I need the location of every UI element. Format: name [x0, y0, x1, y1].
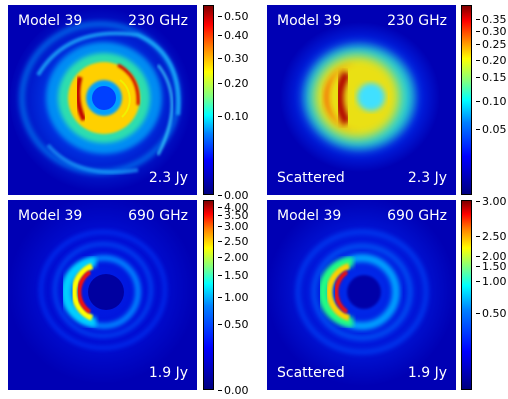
flux-label: 2.3 Jy — [407, 170, 447, 186]
colorbar-tick: 0.30 — [218, 52, 249, 65]
colorbar-tick: 2.00 — [218, 251, 249, 264]
colorbar-tick: 0.25 — [476, 38, 507, 51]
colorbar-tick: 0.05 — [476, 123, 507, 136]
colorbar-tick: 4.00 — [218, 201, 249, 214]
colorbar — [461, 200, 472, 390]
colorbar-tick: 2.50 — [476, 230, 507, 243]
frequency-label: 690 GHz — [387, 208, 447, 224]
model-label: Model 39 — [277, 208, 342, 224]
frequency-label: 690 GHz — [128, 208, 188, 224]
image-panel-230ghz: Model 39 230 GHz 2.3 Jy — [8, 5, 197, 195]
colorbar-tick: 2.50 — [218, 235, 249, 248]
colorbar-tick: 3.50 — [218, 209, 249, 222]
flux-label: 1.9 Jy — [407, 365, 447, 381]
colorbar-tick: 2.00 — [476, 250, 507, 263]
frequency-label: 230 GHz — [387, 13, 447, 29]
colorbar-tick: 1.50 — [476, 260, 507, 273]
colorbar — [461, 5, 472, 195]
image-panel-690ghz: Model 39 690 GHz 1.9 Jy — [8, 200, 197, 390]
black-hole-image — [10, 8, 194, 192]
colorbar — [203, 5, 214, 195]
colorbar-tick: 0.40 — [218, 29, 249, 42]
colorbar-tick: 0.20 — [218, 77, 249, 90]
colorbar-tick: 0.00 — [218, 189, 249, 202]
image-panel-690ghz-scattered: Model 39 690 GHz Scattered 1.9 Jy — [267, 200, 456, 390]
frequency-label: 230 GHz — [128, 13, 188, 29]
colorbar-tick: 1.00 — [218, 291, 249, 304]
colorbar-tick: 0.50 — [218, 10, 249, 23]
model-label: Model 39 — [18, 13, 83, 29]
colorbar-tick: 0.35 — [476, 13, 507, 26]
flux-label: 1.9 Jy — [148, 365, 188, 381]
scattered-label: Scattered — [277, 170, 345, 186]
colorbar-tick: 3.00 — [476, 195, 507, 208]
colorbar-tick: 0.10 — [476, 95, 507, 108]
colorbar-tick: 0.50 — [218, 318, 249, 331]
colorbar-tick: 0.30 — [476, 25, 507, 38]
colorbar-tick: 1.50 — [218, 269, 249, 282]
model-label: Model 39 — [18, 208, 83, 224]
colorbar-tick: 0.00 — [218, 384, 249, 397]
black-hole-image — [8, 200, 197, 390]
flux-label: 2.3 Jy — [148, 170, 188, 186]
black-hole-image — [267, 200, 456, 390]
black-hole-image — [280, 22, 440, 172]
colorbar-tick: 3.00 — [218, 220, 249, 233]
scattered-label: Scattered — [277, 365, 345, 381]
colorbar-tick: 0.50 — [476, 307, 507, 320]
colorbar — [203, 200, 214, 390]
model-label: Model 39 — [277, 13, 342, 29]
colorbar-tick: 0.10 — [218, 110, 249, 123]
colorbar-tick: 0.20 — [476, 54, 507, 67]
colorbar-tick: 1.00 — [476, 275, 507, 288]
image-panel-230ghz-scattered: Model 39 230 GHz Scattered 2.3 Jy — [267, 5, 456, 195]
colorbar-tick: 0.15 — [476, 71, 507, 84]
